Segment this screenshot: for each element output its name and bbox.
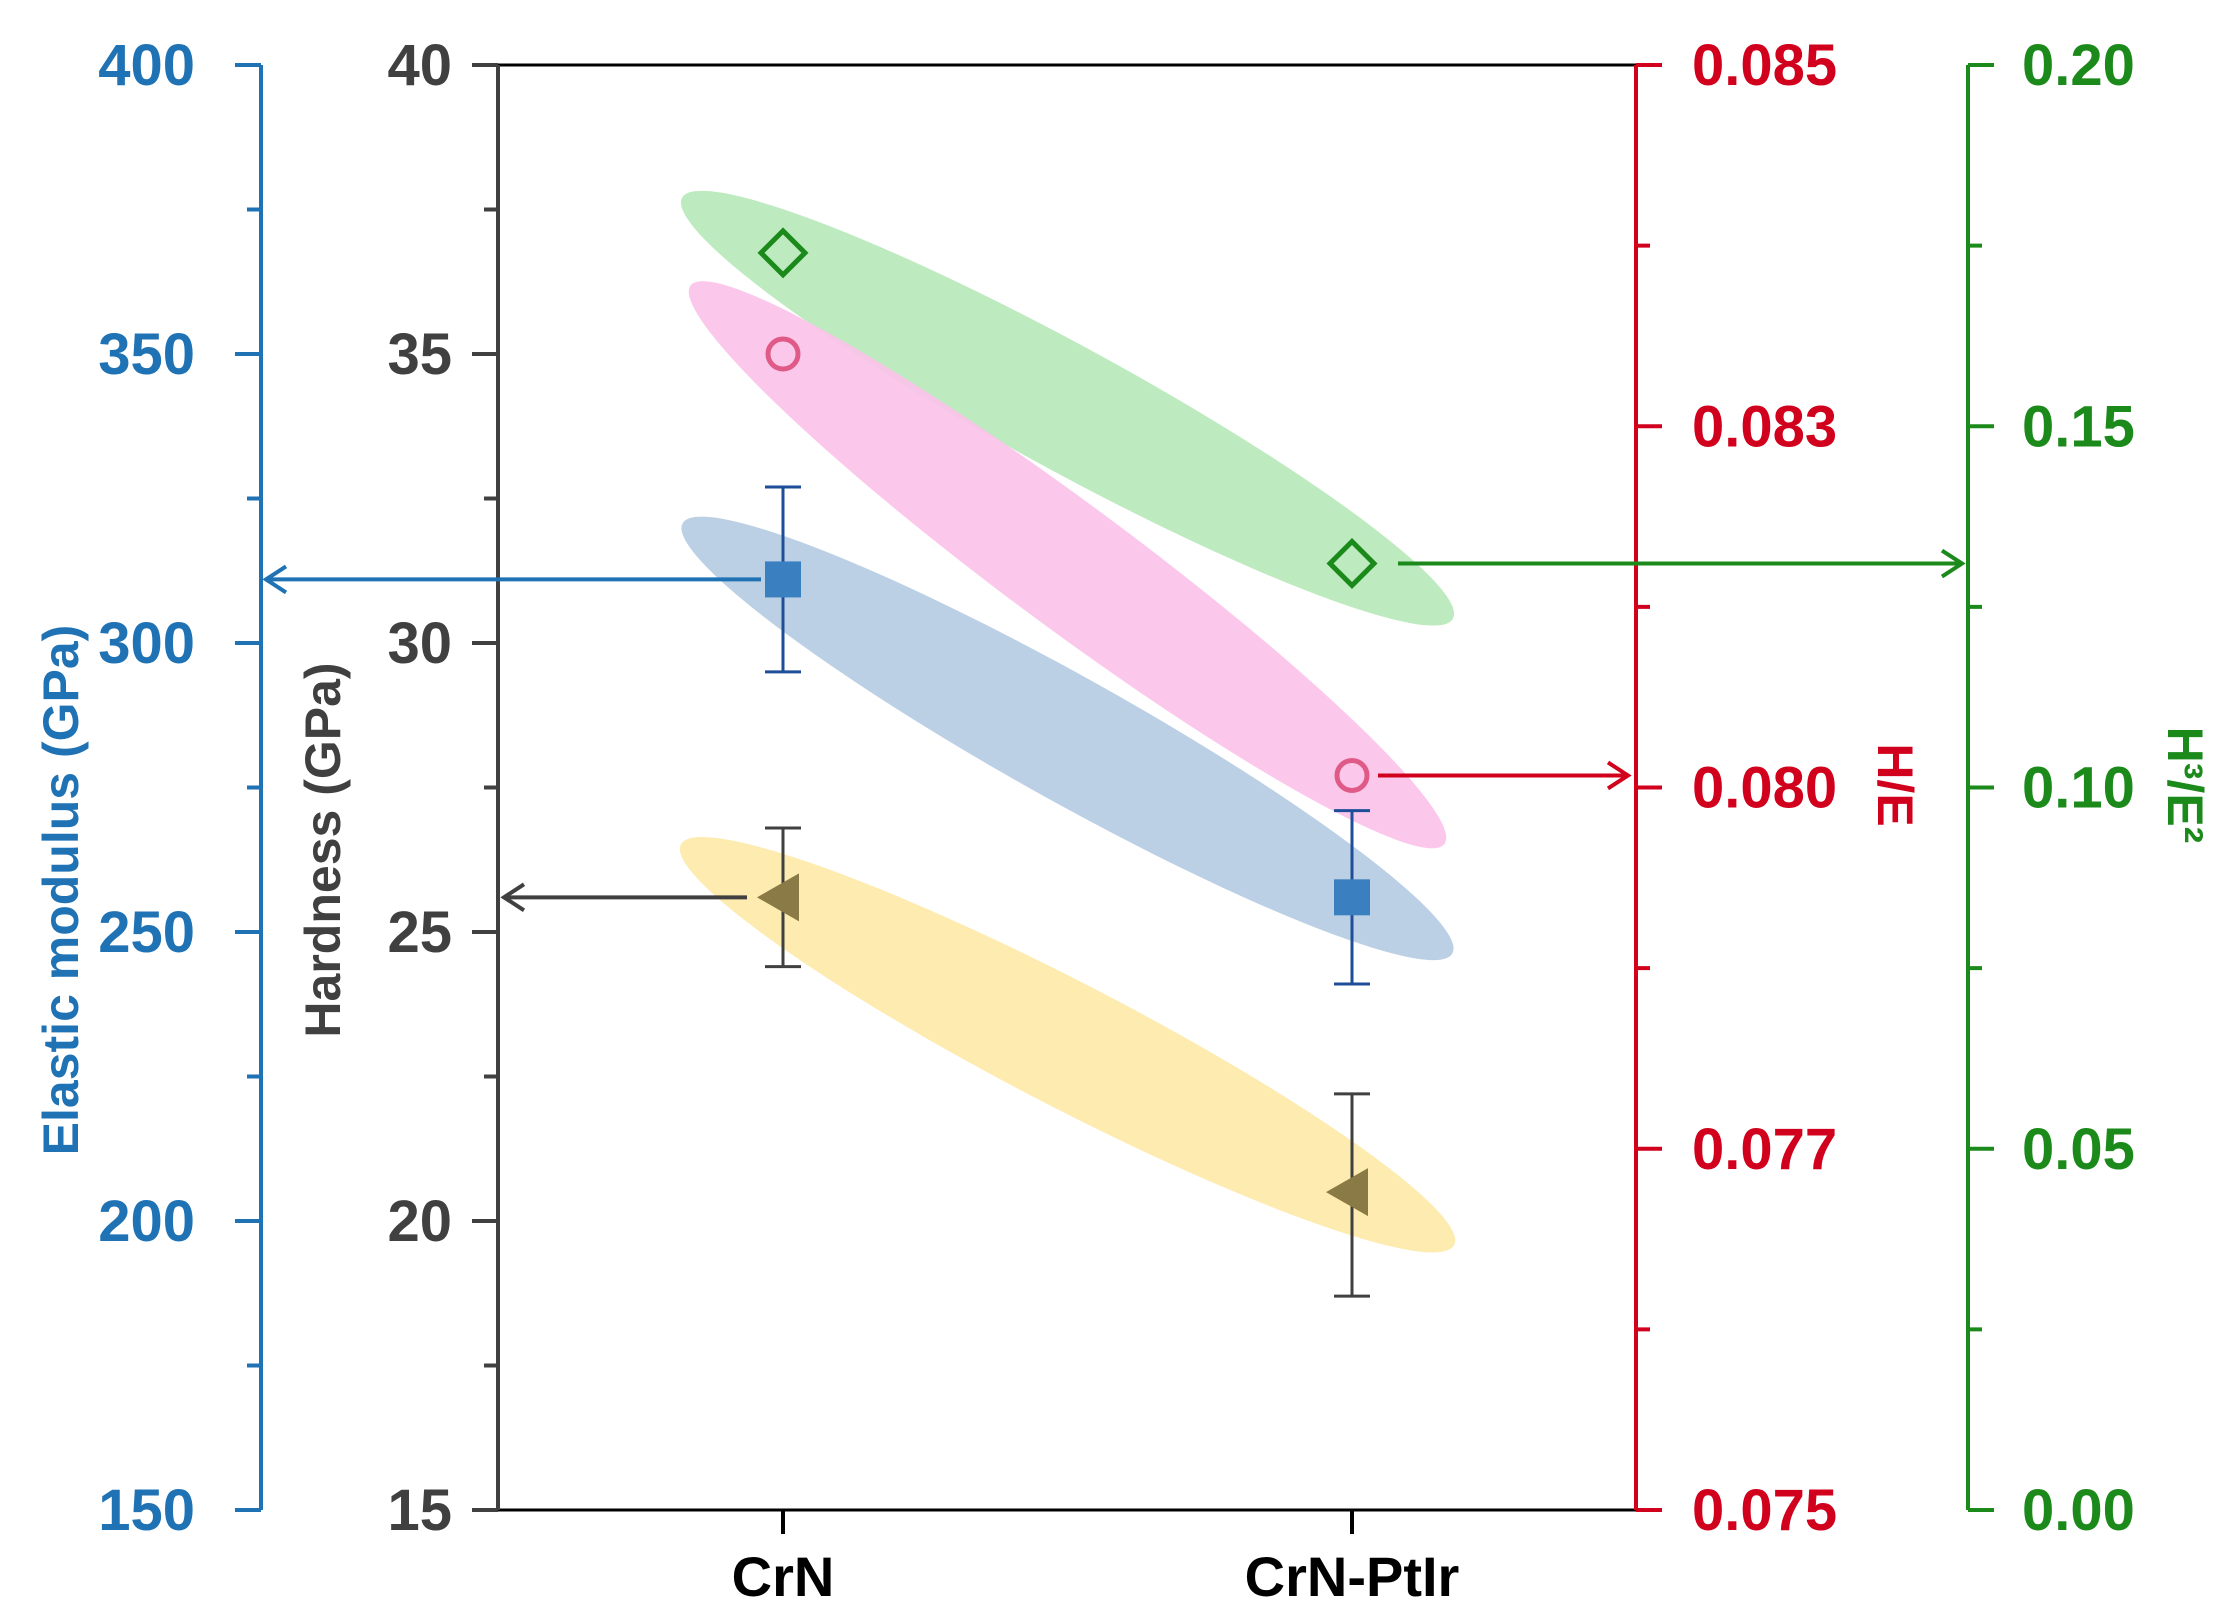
elastic_modulus-tick-label: 300 [98,611,195,676]
elastic_modulus-tick-label: 150 [98,1478,195,1543]
h_over_e-point-crn-ptir [1334,757,1370,793]
hardness-tick-label: 30 [387,611,452,676]
elastic_modulus-tick-label: 200 [98,1189,195,1254]
h3_over_e2-tick-label: 0.00 [2022,1478,2135,1543]
category-label-crn: CrN [732,1545,835,1608]
h-over-e-axis: 0.075 0.077 0.080 0.083 0.085 [1634,33,1837,1543]
h-over-e-arrow-head [1606,760,1632,791]
h-over-e-axis-title: H/E [1867,743,1923,826]
hardness-point-crn [757,873,799,922]
elastic-modulus-axis: 150 200 250 300 350 400 [98,33,263,1543]
category-label-crn-ptir: CrN-PtIr [1245,1545,1460,1608]
h_over_e-tick-label: 0.085 [1692,33,1837,98]
h3_over_e2-tick-label: 0.15 [2022,394,2135,459]
hardness-tick-label: 40 [387,33,452,98]
h3_over_e2-tick-label: 0.10 [2022,756,2135,821]
h_over_e-point-crn [765,336,801,372]
hardness-tick-label: 25 [387,900,452,965]
hardness-arrow-head [500,882,526,912]
h_over_e-tick-label: 0.080 [1692,756,1837,821]
h3_over_e2-tick-label: 0.05 [2022,1117,2135,1182]
hardness-axis-title: Hardness (GPa) [295,662,351,1037]
h_over_e-tick-label: 0.083 [1692,394,1837,459]
elastic-modulus-axis-title: Elastic modulus (GPa) [33,625,89,1156]
elastic_modulus-tick-label: 350 [98,322,195,387]
h3_over_e2-point-crn [757,227,809,279]
h3-over-e2-arrow-head [1940,548,1966,579]
h3-over-e2-axis: 0.00 0.05 0.10 0.15 0.20 [1966,33,2135,1543]
band-layer [679,190,1456,1253]
band-modulus [681,516,1454,961]
h_over_e-tick-label: 0.075 [1692,1478,1837,1543]
band-hardness [679,836,1456,1253]
elastic_modulus-tick-label: 250 [98,900,195,965]
hardness-tick-label: 20 [387,1189,452,1254]
band-h3e2 [680,190,1455,626]
h3_over_e2-tick-label: 0.20 [2022,33,2135,98]
h_over_e-tick-label: 0.077 [1692,1117,1837,1182]
hardness-axis: 15 20 25 30 35 40 [387,33,500,1543]
band-he [688,281,1447,849]
elastic_modulus-point-crn-ptir [1334,879,1370,916]
elastic-modulus-arrow-head [262,564,288,595]
axis-indicator-arrows [262,548,1966,912]
hardness-point-crn-ptir [1326,1168,1368,1217]
data-marks [757,227,1378,1298]
elastic_modulus-point-crn [765,561,801,598]
elastic_modulus-tick-label: 400 [98,33,195,98]
h3-over-e2-axis-title: H³/E² [2157,727,2213,844]
hardness-tick-label: 35 [387,322,452,387]
h3_over_e2-point-crn-ptir [1326,537,1378,590]
plot-frame [498,63,1636,1534]
hardness-tick-label: 15 [387,1478,452,1543]
